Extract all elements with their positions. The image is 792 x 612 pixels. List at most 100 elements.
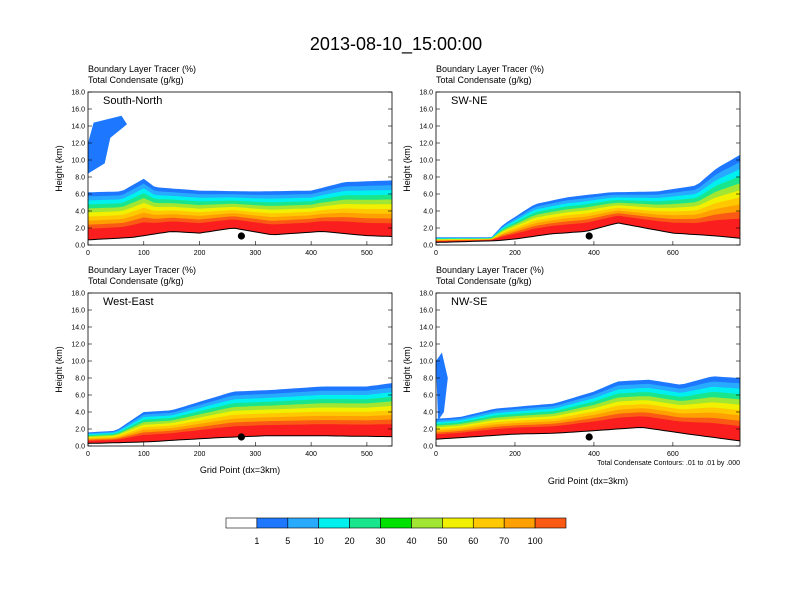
x-tick-label: 200 (194, 250, 206, 257)
y-tick-label: 6.0 (75, 192, 85, 199)
colorbar-box-1 (256, 517, 289, 529)
y-tick-label: 8.0 (423, 175, 433, 182)
tracer-band-9 (436, 416, 740, 441)
colorbar-box-3 (318, 517, 350, 529)
tracer-band-9 (88, 219, 392, 240)
heatmap-area (88, 383, 392, 444)
x-tick-label: 200 (194, 451, 206, 458)
colorbar-tick-label: 30 (376, 536, 386, 546)
terrain-line (436, 222, 740, 243)
contour-note: Total Condensate Contours: .01 to .01 by… (597, 460, 740, 467)
y-tick-label: 8.0 (75, 175, 85, 182)
terrain-line (436, 426, 740, 442)
x-axis-label: Grid Point (dx=3km) (200, 465, 280, 475)
colorbar-tick-label: 50 (437, 536, 447, 546)
colorbar-box-7 (442, 517, 474, 529)
y-tick-label: 0.0 (75, 444, 85, 451)
y-tick-label: 12.0 (419, 141, 433, 148)
y-tick-label: 2.0 (423, 427, 433, 434)
colorbar-box-4 (349, 517, 381, 529)
x-tick-label: 500 (361, 451, 373, 458)
x-tick-label: 300 (249, 250, 261, 257)
y-tick-label: 18.0 (419, 291, 433, 298)
subtitle-tracer: Boundary Layer Tracer (%) (436, 265, 544, 275)
x-tick-label: 0 (434, 451, 438, 458)
x-tick-label: 100 (138, 451, 150, 458)
y-tick-label: 0.0 (423, 243, 433, 250)
y-tick-label: 4.0 (75, 410, 85, 417)
tracer-band-9 (436, 215, 740, 243)
y-tick-label: 16.0 (71, 308, 85, 315)
y-axis-label: Height (km) (54, 346, 64, 393)
site-marker (237, 232, 245, 240)
x-tick-label: 0 (434, 250, 438, 257)
panel-2: Boundary Layer Tracer (%)Total Condensat… (54, 265, 393, 475)
x-tick-label: 500 (361, 250, 373, 257)
x-axis-label: Grid Point (dx=3km) (548, 476, 628, 486)
y-tick-label: 14.0 (71, 325, 85, 332)
subtitle-condensate: Total Condensate (g/kg) (88, 276, 184, 286)
subtitle-tracer: Boundary Layer Tracer (%) (88, 64, 196, 74)
y-tick-label: 4.0 (423, 209, 433, 216)
y-tick-label: 10.0 (419, 359, 433, 366)
y-tick-label: 12.0 (71, 342, 85, 349)
subtitle-tracer: Boundary Layer Tracer (%) (436, 64, 544, 74)
y-tick-label: 8.0 (423, 376, 433, 383)
y-tick-label: 6.0 (423, 393, 433, 400)
site-marker (585, 433, 593, 441)
colorbar-tick-label: 70 (499, 536, 509, 546)
upper-tracer-region (88, 115, 127, 174)
y-tick-label: 2.0 (75, 427, 85, 434)
x-tick-label: 400 (305, 250, 317, 257)
panel-1: Boundary Layer Tracer (%)Total Condensat… (402, 64, 741, 257)
y-tick-label: 16.0 (419, 107, 433, 114)
heatmap-area (436, 154, 740, 243)
y-tick-label: 4.0 (75, 209, 85, 216)
x-tick-label: 600 (667, 451, 679, 458)
plot-frame (435, 292, 741, 447)
y-tick-label: 2.0 (75, 226, 85, 233)
y-tick-label: 14.0 (419, 325, 433, 332)
x-tick-label: 0 (86, 250, 90, 257)
y-tick-label: 10.0 (419, 158, 433, 165)
y-tick-label: 18.0 (71, 291, 85, 298)
panel-label: NW-SE (451, 296, 487, 308)
y-tick-label: 18.0 (419, 90, 433, 97)
heatmap-area (88, 115, 392, 241)
colorbar-tick-label: 100 (528, 536, 543, 546)
plot-frame (435, 91, 741, 246)
figure-title: 2013-08-10_15:00:00 (310, 34, 482, 55)
subtitle-tracer: Boundary Layer Tracer (%) (88, 265, 196, 275)
subtitle-condensate: Total Condensate (g/kg) (436, 75, 532, 85)
x-tick-label: 200 (509, 250, 521, 257)
x-tick-label: 100 (138, 250, 150, 257)
plot-frame (87, 292, 393, 447)
y-tick-label: 12.0 (71, 141, 85, 148)
y-tick-label: 8.0 (75, 376, 85, 383)
colorbar-box-0 (225, 517, 258, 529)
colorbar-box-6 (411, 517, 443, 529)
site-marker (585, 232, 593, 240)
x-tick-label: 400 (588, 451, 600, 458)
colorbar-tick-label: 60 (468, 536, 478, 546)
x-tick-label: 300 (249, 451, 261, 458)
panel-label: South-North (103, 95, 162, 107)
y-tick-label: 12.0 (419, 342, 433, 349)
x-tick-label: 400 (588, 250, 600, 257)
y-tick-label: 0.0 (423, 444, 433, 451)
y-tick-label: 4.0 (423, 410, 433, 417)
y-axis-label: Height (km) (402, 346, 412, 393)
y-tick-label: 6.0 (423, 192, 433, 199)
panel-0: Boundary Layer Tracer (%)Total Condensat… (54, 64, 393, 257)
colorbar-tick-label: 5 (285, 536, 290, 546)
panel-label: SW-NE (451, 95, 487, 107)
y-axis-label: Height (km) (402, 145, 412, 192)
y-tick-label: 10.0 (71, 359, 85, 366)
y-tick-label: 0.0 (75, 243, 85, 250)
site-marker (237, 433, 245, 441)
terrain-line (88, 227, 392, 241)
colorbar-box-10 (534, 517, 567, 529)
x-tick-label: 600 (667, 250, 679, 257)
y-tick-label: 2.0 (423, 226, 433, 233)
